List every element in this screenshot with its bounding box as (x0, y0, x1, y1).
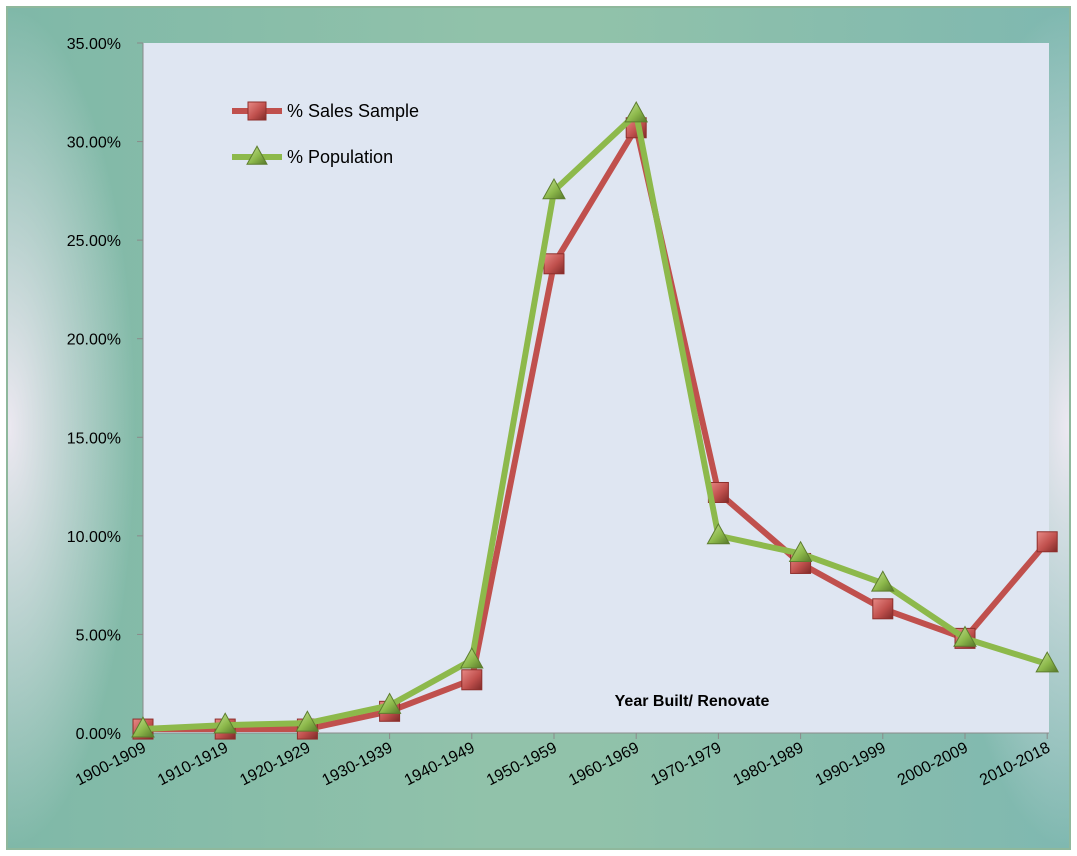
y-tick-label: 15.00% (67, 430, 121, 447)
x-axis: 1900-1909 1910-1919 1920-1929 1930-1939 1940… (73, 732, 1053, 789)
y-tick-label: 0.00% (76, 726, 121, 743)
data-point (543, 253, 565, 275)
y-tick-label: 35.00% (67, 36, 121, 53)
data-point (624, 101, 649, 123)
data-point (459, 647, 484, 669)
data-point (788, 540, 813, 563)
x-tick-label: 1920-1929 (237, 739, 313, 789)
x-tick-label: 2010-2018 (977, 739, 1053, 789)
data-point (953, 625, 977, 647)
y-tick-label: 5.00% (76, 627, 121, 644)
legend-item: % Sales Sample (232, 101, 419, 121)
y-tick-label: 10.00% (67, 529, 121, 546)
x-tick-label: 1970-1979 (648, 739, 724, 789)
legend-marker (246, 145, 268, 165)
data-point (131, 716, 155, 738)
x-axis-title: Year Built/ Renovate (615, 693, 770, 710)
data-point (377, 692, 402, 714)
x-tick-label: 1910-1919 (155, 739, 231, 789)
data-point (295, 710, 320, 732)
y-tick-label: 25.00% (67, 233, 121, 250)
series-layer (131, 101, 1060, 740)
x-tick-label: 1900-1909 (73, 739, 149, 789)
x-tick-label: 1960-1969 (566, 739, 642, 789)
series-population (131, 101, 1060, 738)
data-point (213, 712, 238, 734)
y-axis: 0.00% 5.00% 10.00% 15.00% 20.00% 25.00% 30.00%… (67, 36, 144, 743)
plot-area (143, 43, 1049, 733)
data-point (872, 598, 894, 620)
x-tick-label: 1950-1959 (484, 739, 560, 789)
data-point (461, 669, 483, 691)
data-point (542, 177, 566, 200)
legend-label: % Population (287, 147, 393, 167)
legend-marker (247, 101, 267, 121)
y-tick-label: 20.00% (67, 332, 121, 349)
data-point (1036, 531, 1058, 553)
legend-item: % Population (232, 145, 393, 167)
x-tick-label: 1930-1939 (320, 739, 396, 789)
x-tick-label: 2000-2009 (895, 739, 971, 789)
legend-label: % Sales Sample (287, 101, 419, 121)
y-tick-label: 30.00% (67, 135, 121, 152)
data-point (706, 522, 731, 545)
x-tick-label: 1980-1989 (731, 739, 807, 789)
series-line (140, 124, 1051, 733)
legend: % Sales Sample % Population (232, 101, 419, 167)
x-tick-label: 1990-1999 (813, 739, 889, 789)
data-point (1035, 651, 1060, 673)
series-line (140, 110, 1051, 733)
data-point (870, 570, 895, 592)
x-tick-label: 1940-1949 (402, 739, 478, 789)
